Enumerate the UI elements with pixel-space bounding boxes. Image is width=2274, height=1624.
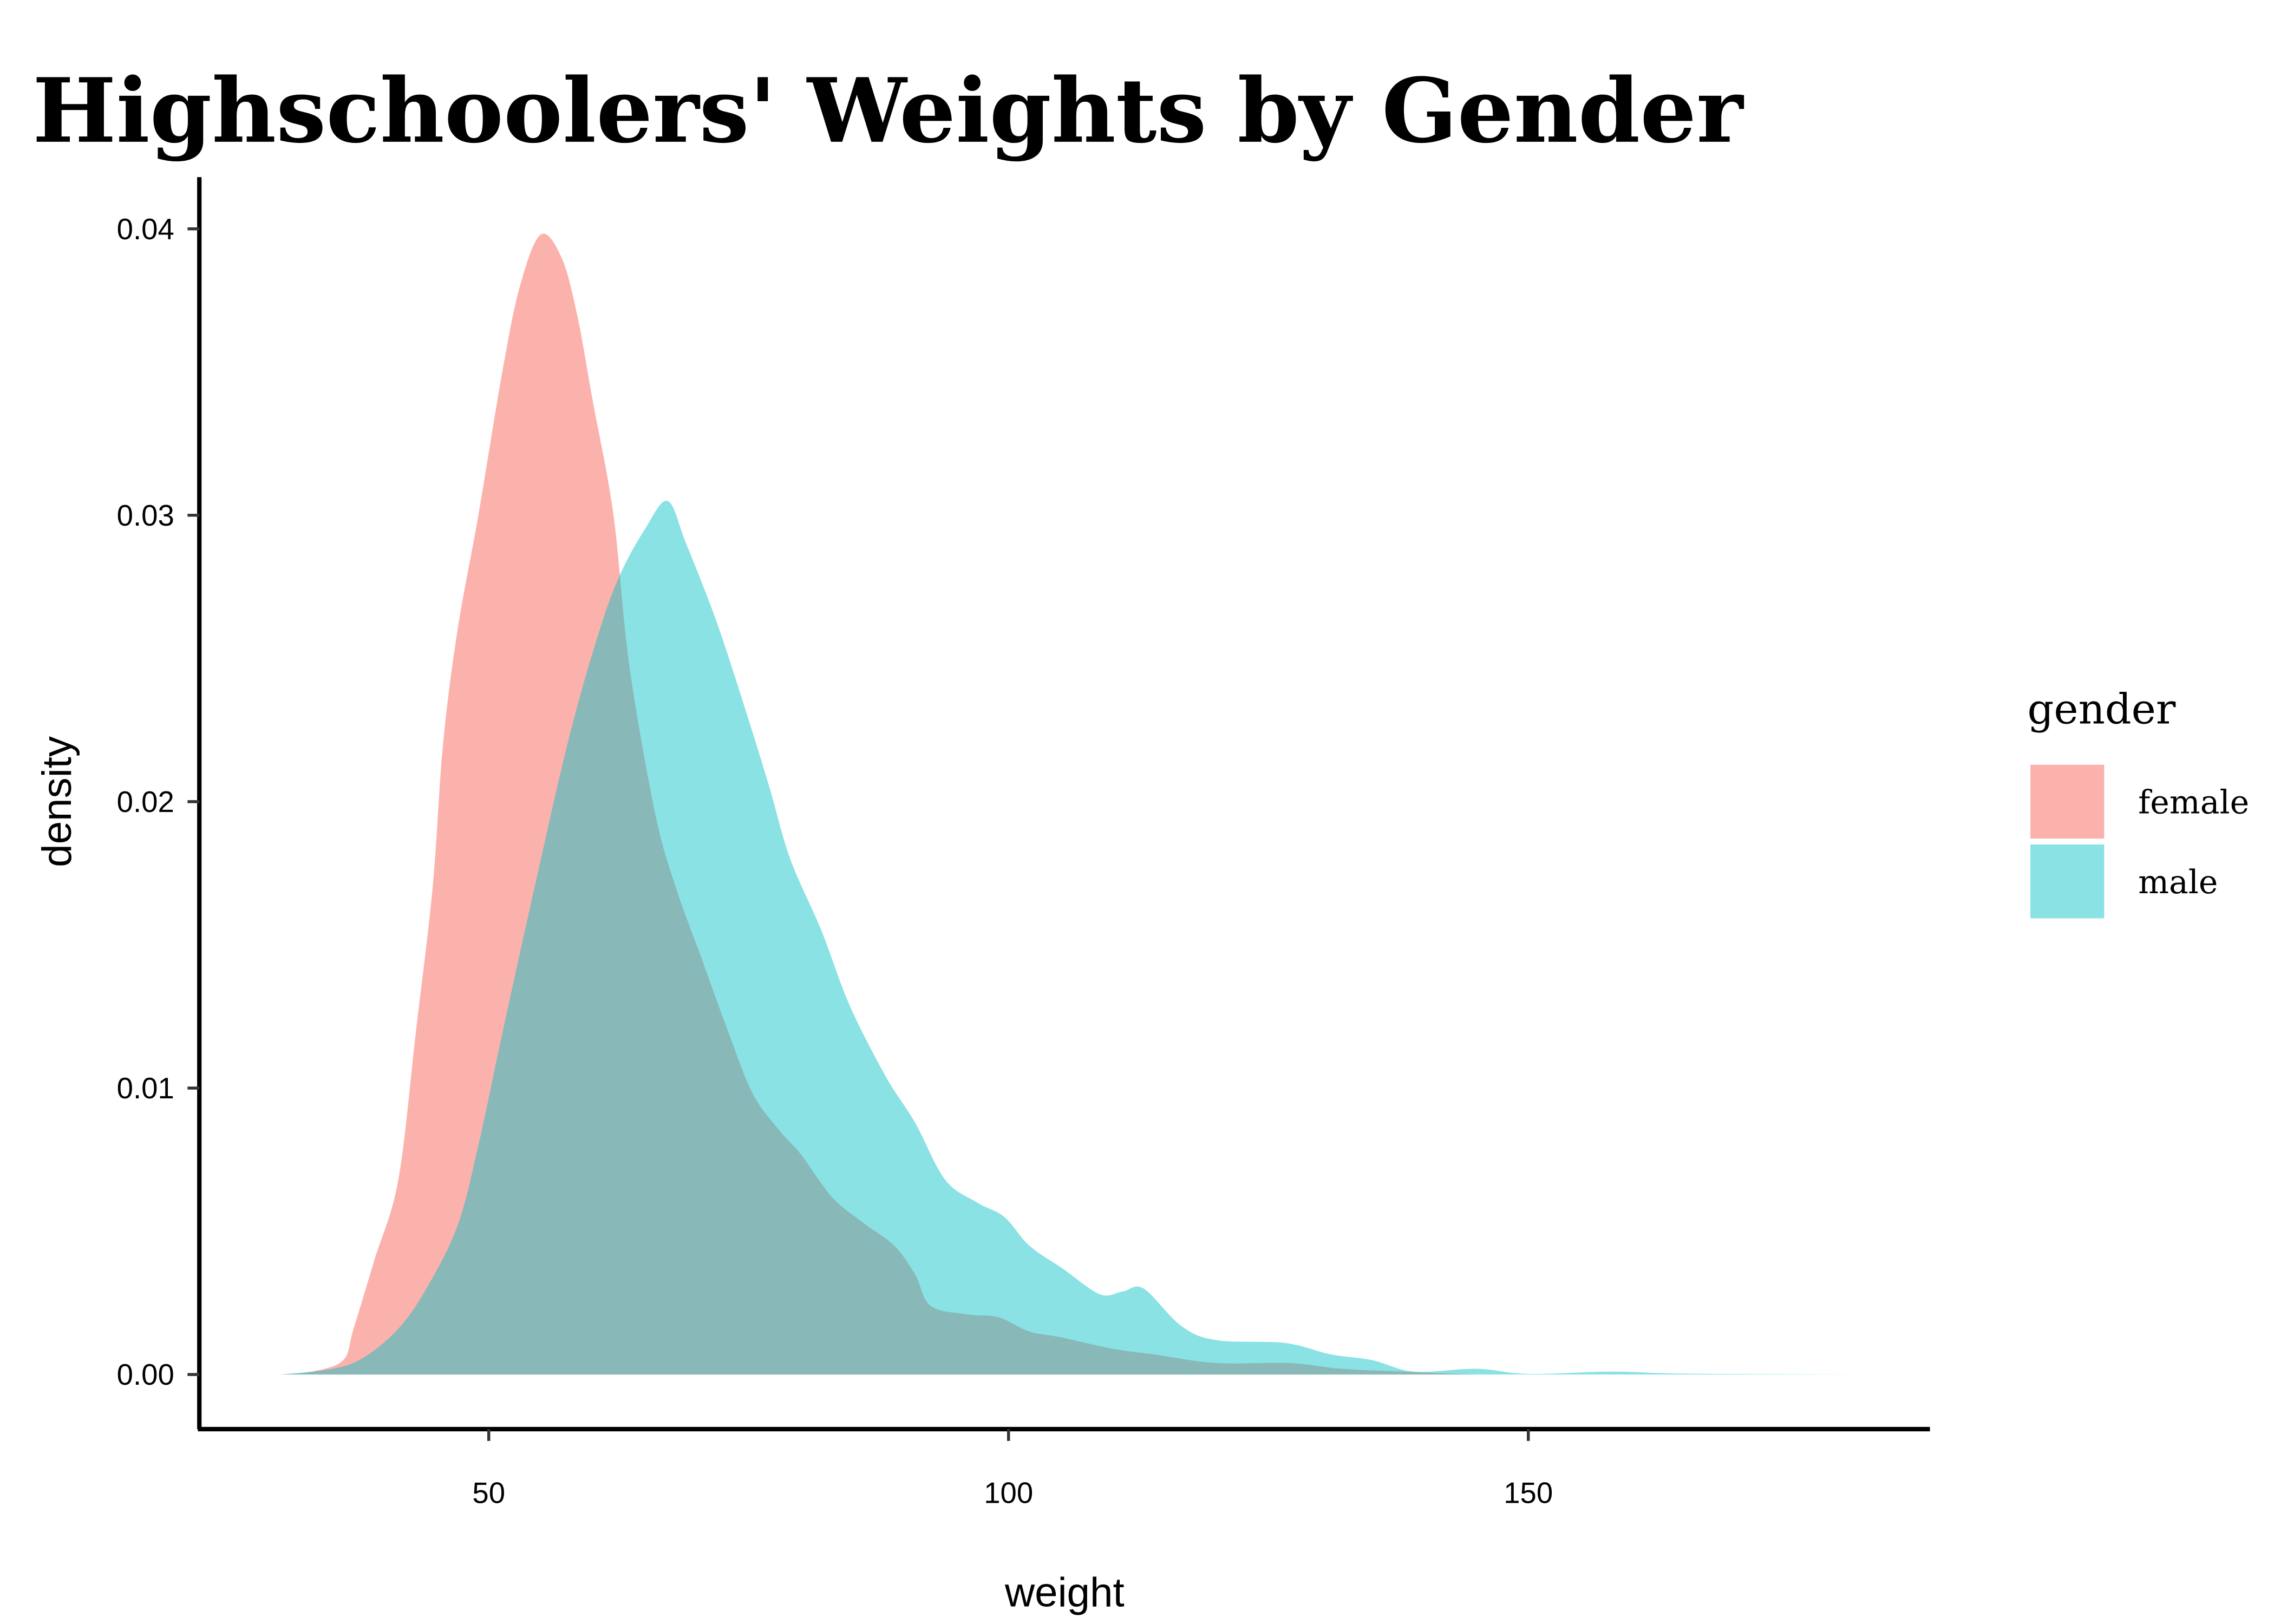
legend: gender female male xyxy=(2028,685,2249,919)
legend-label-male: male xyxy=(2138,863,2218,901)
x-ticks: 50 100 150 xyxy=(472,1429,1553,1509)
legend-title: gender xyxy=(2028,685,2176,734)
density-area-male xyxy=(280,500,1851,1375)
plot-areas xyxy=(280,233,1851,1375)
y-axis-label: density xyxy=(34,736,80,867)
y-tick-label: 0.04 xyxy=(117,213,174,246)
x-axis-label: weight xyxy=(1004,1569,1125,1615)
x-tick-label: 50 xyxy=(472,1476,505,1509)
legend-swatch-female xyxy=(2030,764,2105,839)
chart-title: Highschoolers' Weights by Gender xyxy=(32,58,1744,163)
legend-label-female: female xyxy=(2138,784,2249,822)
x-tick-label: 100 xyxy=(984,1476,1033,1509)
y-tick-label: 0.01 xyxy=(117,1072,174,1105)
y-ticks: 0.00 0.01 0.02 0.03 0.04 xyxy=(117,213,200,1391)
density-area-female xyxy=(280,233,1528,1375)
y-tick-label: 0.02 xyxy=(117,785,174,818)
legend-swatch-male xyxy=(2030,844,2105,919)
y-tick-label: 0.00 xyxy=(117,1358,174,1391)
x-tick-label: 150 xyxy=(1504,1476,1553,1509)
y-tick-label: 0.03 xyxy=(117,499,174,532)
